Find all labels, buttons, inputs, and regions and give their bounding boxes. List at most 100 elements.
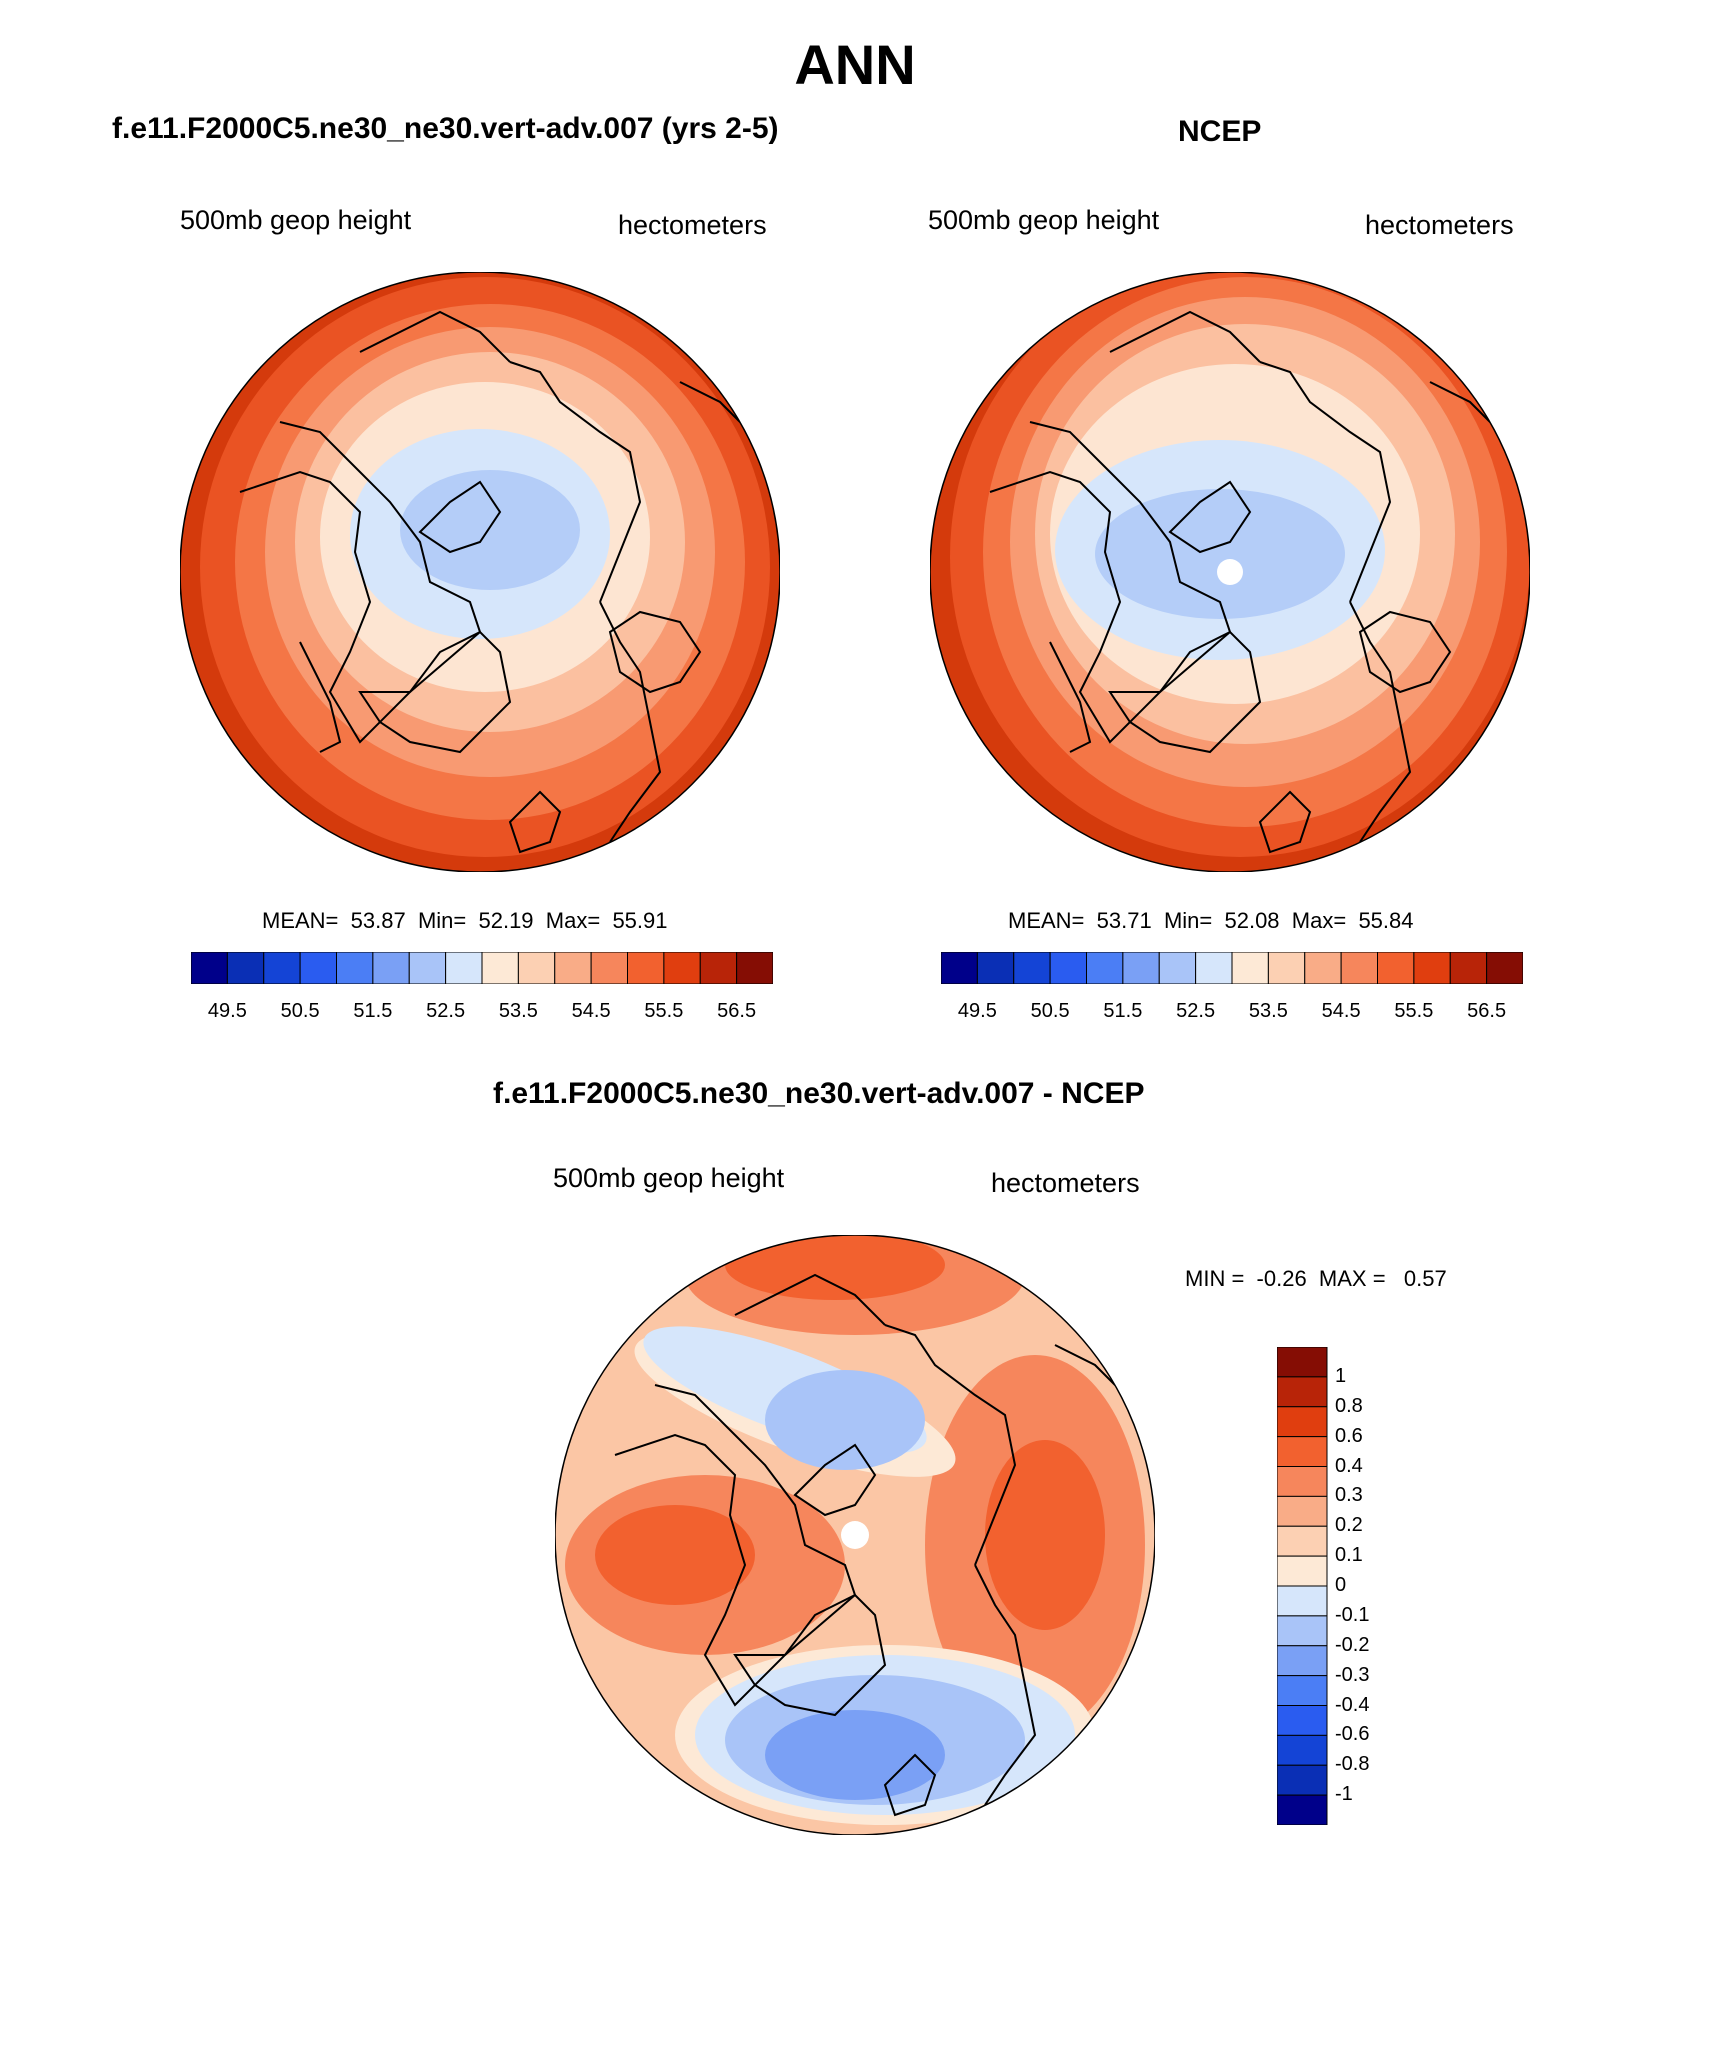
coast-arctic-islands xyxy=(418,480,502,554)
panel2-mean-label: MEAN= xyxy=(1008,908,1085,933)
contour-band-neg-0-3-europe xyxy=(765,1710,945,1800)
colorbar-tick-label: -0.3 xyxy=(1335,1663,1370,1686)
colorbar-tick-label: 50.5 xyxy=(1030,1000,1070,1022)
colorbar-swatch xyxy=(1158,952,1197,984)
coast-hudson-bay xyxy=(299,641,342,753)
colorbar-swatch xyxy=(226,952,265,984)
colorbar-swatch xyxy=(976,952,1015,984)
colorbar-swatch xyxy=(1277,1615,1328,1647)
colorbar-swatch xyxy=(1277,1376,1328,1408)
colorbar-tick-label: 49.5 xyxy=(957,1000,997,1022)
coast-scandinavia xyxy=(974,1564,1037,1806)
colorbar-swatch xyxy=(1277,1466,1328,1497)
coast-scandinavia xyxy=(599,601,662,843)
panel1-mean-value: 53.87 xyxy=(350,908,406,933)
colorbar-difference-ticks: 1 0.8 0.6 0.4 0.3 0.2 0.1 0 -0.1 -0.2 -0.3 -0.4 -0.6… xyxy=(1335,1347,1397,1825)
panel1-max-value: 55.91 xyxy=(612,908,668,933)
contour-band-52 xyxy=(1095,489,1345,619)
colorbar-tick-label: 49.5 xyxy=(207,1000,247,1022)
colorbar-tick-label: 0.3 xyxy=(1335,1484,1363,1507)
contour-band-0-4-north xyxy=(725,1235,945,1300)
colorbar-tick-label: 56.5 xyxy=(1467,1000,1507,1022)
colorbar-difference-swatches xyxy=(1277,1347,1328,1825)
colorbar-tick-label: -0.4 xyxy=(1335,1693,1370,1716)
colorbar-swatch xyxy=(554,952,592,984)
left-panel-title: f.e11.F2000C5.ne30_ne30.vert-adv.007 (yr… xyxy=(112,112,779,145)
colorbar-swatch xyxy=(1277,1645,1328,1677)
coast-scandinavia xyxy=(1349,601,1412,843)
panel3-min-value: -0.26 xyxy=(1256,1266,1307,1291)
colorbar-tick-label: 56.5 xyxy=(717,1000,757,1022)
colorbar-swatch xyxy=(590,952,629,984)
colorbar-tick-label: -0.8 xyxy=(1335,1753,1370,1776)
colorbar-tick-label: 0 xyxy=(1335,1574,1347,1596)
pole-missing-data xyxy=(841,1521,869,1549)
colorbar-swatch xyxy=(1304,952,1342,984)
coastlines xyxy=(989,310,1491,854)
coast-arctic-islands xyxy=(793,1443,877,1517)
colorbar-tick-label: 0.6 xyxy=(1335,1424,1363,1447)
colorbar-swatch xyxy=(1277,1525,1328,1557)
colorbar-tick-label: -0.1 xyxy=(1335,1603,1370,1626)
colorbar-swatch xyxy=(481,952,519,984)
coast-british-isles xyxy=(883,1753,937,1817)
colorbar-tick-label: 0.2 xyxy=(1335,1514,1363,1537)
colorbar-tick-label: 51.5 xyxy=(1103,1000,1143,1022)
colorbar-swatch xyxy=(1277,1734,1328,1766)
colorbar-swatch xyxy=(663,952,701,984)
colorbar-tick-label: 0.4 xyxy=(1335,1454,1363,1477)
colorbar-tick-label: 52.5 xyxy=(426,1000,466,1022)
coastlines xyxy=(614,1273,1116,1817)
colorbar-swatch xyxy=(1277,1764,1328,1796)
colorbar-swatch xyxy=(1449,952,1488,984)
colorbar-tick-label: 0.8 xyxy=(1335,1394,1363,1417)
panel1-stats: MEAN= 53.87 Min= 52.19 Max= 55.91 xyxy=(262,908,668,934)
panel2-min-label: Min= xyxy=(1163,908,1213,933)
panel2-stats: MEAN= 53.71 Min= 52.08 Max= 55.84 xyxy=(1008,908,1414,934)
panel1-max-label: Max= xyxy=(545,908,601,933)
right-panel-title: NCEP xyxy=(1178,115,1262,148)
colorbar-tick-label: -0.6 xyxy=(1335,1723,1370,1746)
coast-siberia xyxy=(509,361,642,603)
colorbar-swatch xyxy=(1267,952,1306,984)
coast-baltic xyxy=(608,610,702,694)
diff-panel-title: f.e11.F2000C5.ne30_ne30.vert-adv.007 - N… xyxy=(493,1077,1145,1110)
colorbar-tick-label: 55.5 xyxy=(644,1000,684,1022)
difference-polar-map xyxy=(555,1235,1155,1835)
panel2-units-label: hectometers xyxy=(1365,210,1514,240)
coast-alaska xyxy=(734,1273,886,1326)
panel3-min-label: MIN = xyxy=(1185,1266,1245,1291)
colorbar-tick-label: 0.1 xyxy=(1335,1544,1363,1567)
colorbar-swatch xyxy=(1277,1585,1328,1617)
panel1-units-label: hectometers xyxy=(618,210,767,240)
colorbar-swatch xyxy=(1231,952,1269,984)
panel3-variable-label: 500mb geop height xyxy=(553,1163,785,1193)
colorbar-tick-label: 50.5 xyxy=(280,1000,320,1022)
colorbar-swatch xyxy=(1486,952,1523,984)
colorbar-swatch xyxy=(1413,952,1451,984)
panel2-max-value: 55.84 xyxy=(1358,908,1414,933)
colorbar-right: 49.5 50.5 51.5 52.5 53.5 54.5 55.5 56.5 xyxy=(941,952,1523,1026)
colorbar-tick-label: 53.5 xyxy=(1248,1000,1288,1022)
coast-greenland xyxy=(358,630,512,754)
colorbar-swatch xyxy=(1049,952,1088,984)
coast-greenland xyxy=(1108,630,1262,754)
coast-alaska xyxy=(359,310,511,363)
coast-hudson-bay xyxy=(1049,641,1092,753)
colorbar-swatch xyxy=(336,952,374,984)
pole-missing-data xyxy=(1217,559,1243,585)
coast-alaska xyxy=(1109,310,1261,363)
figure-title: ANN xyxy=(794,33,916,96)
panel3-max-value: 0.57 xyxy=(1403,1266,1447,1291)
ncep-polar-map xyxy=(930,272,1530,872)
colorbar-swatch xyxy=(941,952,978,984)
colorbar-tick-label: 55.5 xyxy=(1394,1000,1434,1022)
colorbar-tick-label: 54.5 xyxy=(571,1000,611,1022)
coast-siberia xyxy=(884,1324,1017,1566)
coast-kamchatka xyxy=(1429,381,1491,423)
colorbar-left-ticks: 49.5 50.5 51.5 52.5 53.5 54.5 55.5 56.5 xyxy=(191,1000,773,1026)
coast-kamchatka xyxy=(1054,1344,1116,1386)
colorbar-swatch xyxy=(408,952,447,984)
colorbar-tick-label: 53.5 xyxy=(498,1000,538,1022)
model-polar-map xyxy=(180,272,780,872)
